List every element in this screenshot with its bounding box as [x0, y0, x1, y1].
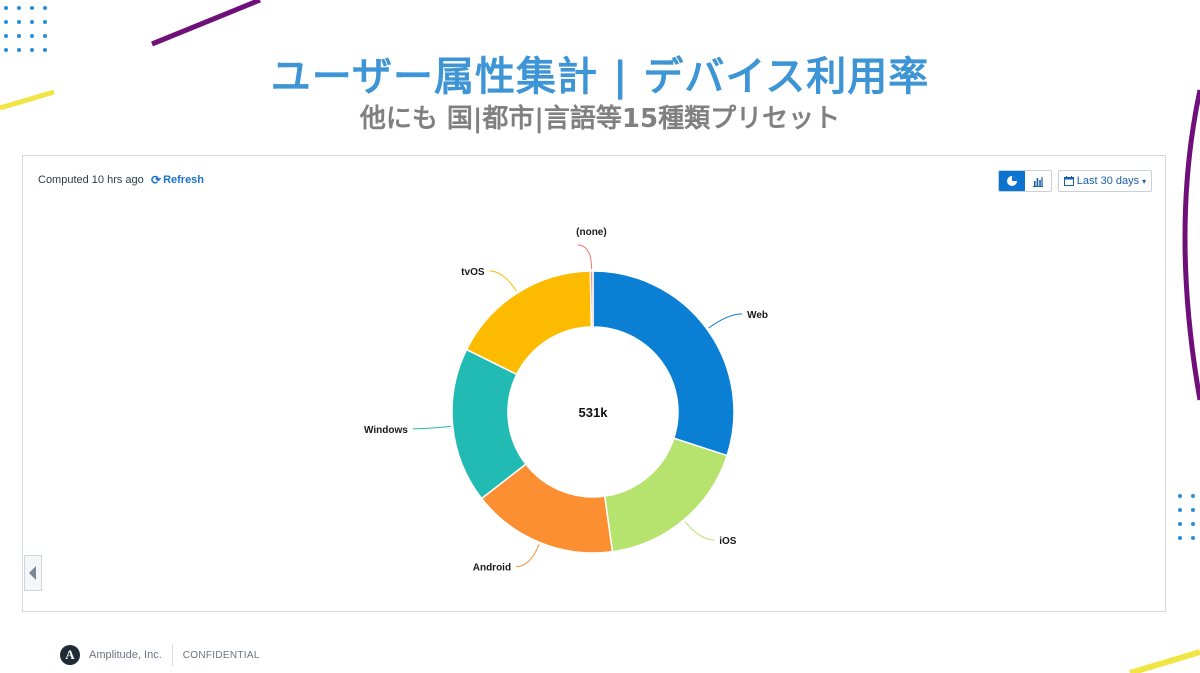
donut-slice-tvos[interactable] [465, 270, 593, 376]
footer-divider [171, 644, 173, 666]
donut-slice-ios[interactable] [603, 437, 729, 553]
donut-center-total: 531k [579, 405, 609, 420]
chevron-left-icon [29, 566, 36, 580]
refresh-icon: ⟳ [151, 173, 162, 187]
leader-line-web [708, 313, 743, 329]
slice-label-tvos: tvOS [461, 267, 485, 278]
leader-line-ios [684, 521, 715, 541]
date-range-dropdown[interactable]: Last 30 days ▾ [1058, 170, 1152, 192]
confidential-label: CONFIDENTIAL [182, 649, 260, 661]
refresh-label: Refresh [163, 174, 205, 186]
chart-panel: Computed 10 hrs ago ⟳ Refresh [22, 155, 1166, 612]
pie-chart-icon [1007, 176, 1017, 186]
slide-subtitle: 他にも 国|都市|言語等15種類プリセット [359, 104, 841, 134]
slice-label-android: Android [473, 563, 511, 574]
purple-arc-right [1182, 89, 1200, 401]
company-name: Amplitude, Inc. [89, 649, 162, 661]
computed-timestamp: Computed 10 hrs ago [38, 174, 144, 186]
purple-stripe-top [151, 0, 261, 47]
slice-label-web: Web [747, 310, 768, 321]
slice-label-windows: Windows [364, 425, 408, 436]
leader-line-none [577, 244, 593, 270]
pie-view-button[interactable] [999, 171, 1025, 191]
amplitude-logo: A [60, 645, 80, 665]
device-donut-chart: Web iOS Android Windows tvOS (none) 531k [364, 227, 768, 574]
leader-line-tvos [489, 270, 517, 292]
slide-title: ユーザー属性集計 | デバイス利用率 [270, 54, 930, 100]
donut-slice-none[interactable] [589, 270, 594, 328]
calendar-icon [1063, 176, 1074, 186]
leader-line-android [516, 544, 540, 568]
chart-view-toggle [998, 170, 1052, 192]
bar-view-button[interactable] [1025, 171, 1051, 191]
dot-grid-right [1178, 494, 1195, 540]
slice-label-ios: iOS [719, 536, 737, 547]
bar-chart-icon [1033, 177, 1043, 187]
yellow-stripe-left [0, 89, 55, 111]
dot-grid-top-left [4, 6, 47, 52]
yellow-stripe-bottom-right [1129, 649, 1200, 673]
leader-line-windows [412, 425, 451, 430]
date-range-label: Last 30 days [1076, 175, 1140, 187]
collapse-panel-tab[interactable] [24, 555, 42, 591]
slice-label-none: (none) [576, 227, 607, 238]
chevron-down-icon: ▾ [1142, 176, 1147, 186]
slide-footer: A Amplitude, Inc. CONFIDENTIAL [60, 644, 260, 666]
donut-slice-web[interactable] [592, 270, 735, 457]
refresh-button[interactable]: ⟳ Refresh [151, 173, 204, 187]
